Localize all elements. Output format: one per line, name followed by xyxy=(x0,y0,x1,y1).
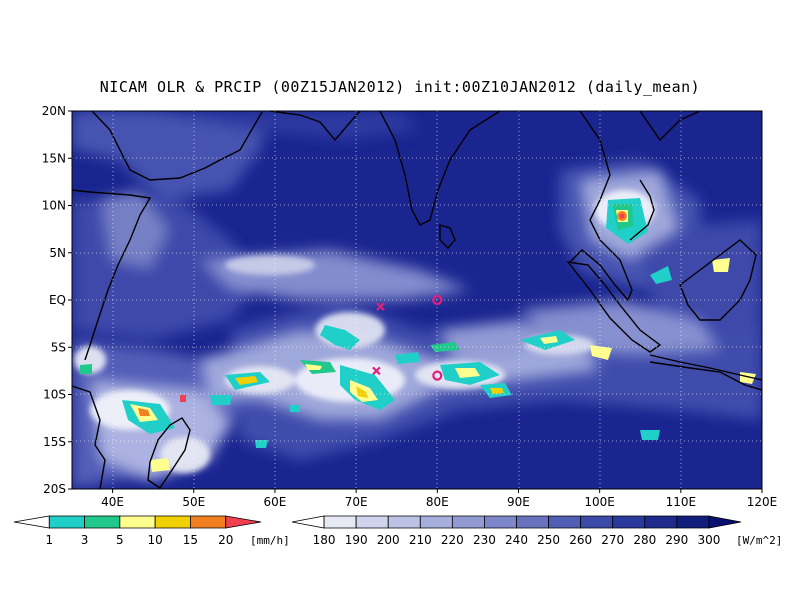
grid-lines xyxy=(72,111,762,489)
lat-tick-label: EQ xyxy=(49,293,66,307)
colorbar-unit: [mm/h] xyxy=(250,534,290,547)
colorbar-swatch xyxy=(484,515,517,529)
colorbar-swatch xyxy=(355,515,389,529)
lon-tick-label: 90E xyxy=(507,495,530,509)
longitude-labels: 40E 50E 60E 70E 80E 90E 100E 110E 120E xyxy=(101,489,777,509)
colorbar-label: 3 xyxy=(81,533,89,547)
colorbar-swatch xyxy=(548,515,582,529)
colorbar-label: 15 xyxy=(183,533,198,547)
lat-tick-label: 10N xyxy=(42,199,66,213)
colorbar-label: 20 xyxy=(218,533,233,547)
map-title: NICAM OLR & PRCIP (00Z15JAN2012) init:00… xyxy=(99,78,701,96)
lon-tick-label: 50E xyxy=(182,495,205,509)
colorbar-swatch xyxy=(644,515,678,529)
colorbar-label: 300 xyxy=(697,533,720,547)
colorbar-swatch xyxy=(291,515,325,529)
colorbar-label: 200 xyxy=(377,533,400,547)
lon-tick-label: 80E xyxy=(426,495,449,509)
colorbar-label: 5 xyxy=(116,533,124,547)
colorbar-swatch xyxy=(451,515,485,529)
colorbar-swatch xyxy=(48,515,85,529)
colorbar-label: 240 xyxy=(505,533,528,547)
colorbar-label: 250 xyxy=(537,533,560,547)
colorbar-swatch xyxy=(119,515,156,529)
colorbar-label: 1 xyxy=(45,533,53,547)
track-markers xyxy=(372,294,443,381)
lon-tick-label: 110E xyxy=(666,495,697,509)
colorbar-swatch xyxy=(225,515,262,529)
colorbar-swatch xyxy=(323,515,357,529)
lon-tick-label: 60E xyxy=(264,495,287,509)
colorbar-label: 210 xyxy=(409,533,432,547)
colorbar-label: 280 xyxy=(633,533,656,547)
colorbar-swatch xyxy=(676,515,710,529)
colorbar-label: 190 xyxy=(345,533,368,547)
colorbar-swatch xyxy=(154,515,191,529)
lat-tick-label: 10S xyxy=(43,388,66,402)
colorbar-label: 180 xyxy=(313,533,336,547)
circle-marker xyxy=(432,370,443,381)
colorbar-label: 230 xyxy=(473,533,496,547)
precip-patches xyxy=(80,198,756,472)
colorbar-swatch xyxy=(708,515,742,529)
lat-tick-label: 20S xyxy=(43,482,66,496)
colorbar-swatch xyxy=(387,515,421,529)
colorbar-swatch xyxy=(190,515,227,529)
colorbar-label: 270 xyxy=(601,533,624,547)
lon-tick-label: 100E xyxy=(584,495,615,509)
colorbar-swatch xyxy=(612,515,646,529)
circle-marker xyxy=(432,294,443,306)
lat-tick-label: 15N xyxy=(42,151,66,165)
lon-tick-label: 70E xyxy=(345,495,368,509)
cross-marker xyxy=(372,366,381,376)
latitude-labels: 20N 15N 10N 5N EQ 5S 10S 15S 20S xyxy=(42,104,72,496)
colorbar-swatch xyxy=(580,515,614,529)
colorbar-swatch xyxy=(419,515,453,529)
precip-colorbar: 1 3 5 10 15 20 [mm/h] xyxy=(13,515,290,547)
coastlines xyxy=(72,111,762,489)
lon-tick-label: 120E xyxy=(747,495,778,509)
colorbar-swatch xyxy=(84,515,121,529)
lat-tick-label: 5N xyxy=(49,246,66,260)
colorbar-label: 290 xyxy=(665,533,688,547)
olr-colorbar: 180 190 200 210 220 230 240 250 260 270 280 290 300 [… xyxy=(291,515,782,547)
colorbar-label: 260 xyxy=(569,533,592,547)
colorbar-swatch xyxy=(13,515,50,529)
lon-tick-label: 40E xyxy=(101,495,124,509)
colorbar-unit: [W/m^2] xyxy=(736,534,782,547)
lat-tick-label: 5S xyxy=(51,340,66,354)
colorbar-label: 10 xyxy=(148,533,163,547)
colorbar-label: 220 xyxy=(441,533,464,547)
cross-marker xyxy=(376,302,385,311)
lat-tick-label: 20N xyxy=(42,104,66,118)
lat-tick-label: 15S xyxy=(43,435,66,449)
colorbar-swatch xyxy=(516,515,549,529)
